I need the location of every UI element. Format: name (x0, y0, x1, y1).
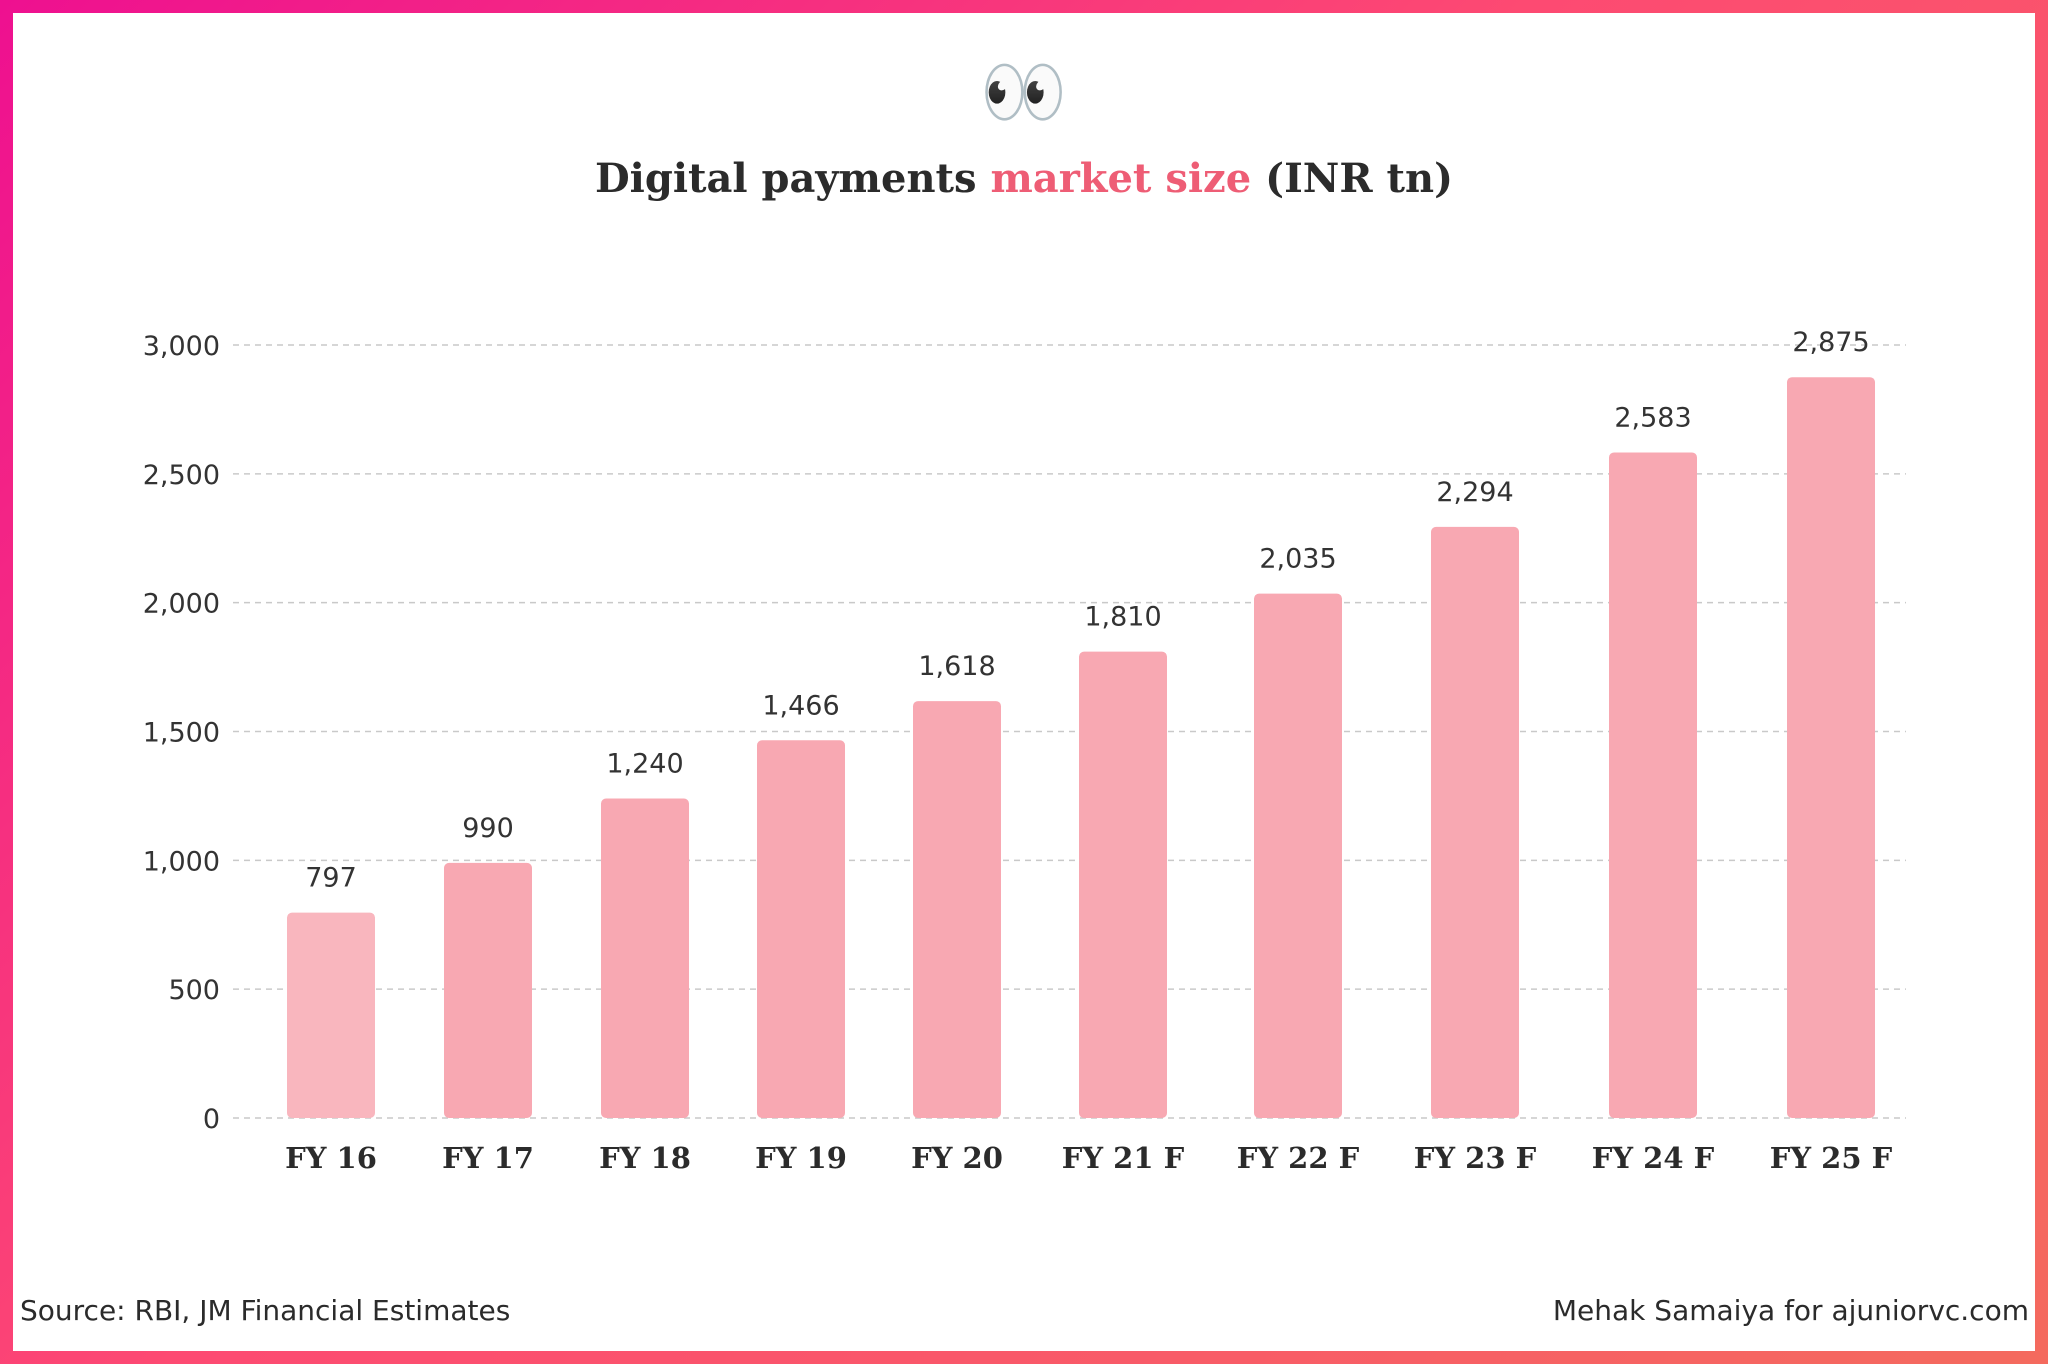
x-tick-label: FY 22 F (1237, 1141, 1360, 1175)
credit-note: Mehak Samaiya for ajuniorvc.com (1552, 1294, 2029, 1327)
title-part-3: (INR tn) (1251, 155, 1453, 202)
bar (1431, 526, 1519, 1118)
bar (757, 740, 845, 1118)
bar (287, 912, 375, 1118)
bar-value-label: 2,583 (1614, 402, 1691, 433)
x-tick-label: FY 19 (755, 1141, 847, 1175)
chart-card (13, 13, 2035, 1351)
bar-value-label: 1,240 (606, 748, 683, 779)
source-note: Source: RBI, JM Financial Estimates (20, 1294, 511, 1327)
x-tick-label: FY 25 F (1770, 1141, 1893, 1175)
x-tick-label: FY 16 (285, 1141, 377, 1175)
x-tick-label: FY 17 (442, 1141, 534, 1175)
bar (1079, 651, 1167, 1118)
bar-value-label: 1,618 (918, 651, 995, 682)
y-tick-label: 1,000 (143, 846, 220, 877)
y-tick-label: 3,000 (143, 331, 220, 362)
bar (1787, 377, 1875, 1118)
y-tick-label: 0 (203, 1104, 220, 1135)
eyes-emoji-icon: 👀 (980, 51, 1068, 133)
chart-title: Digital payments market size (INR tn) (0, 155, 2048, 202)
bar-value-label: 2,875 (1792, 327, 1869, 358)
x-tick-label: FY 24 F (1592, 1141, 1715, 1175)
title-accent: market size (990, 155, 1252, 202)
bar (1609, 452, 1697, 1118)
bar (913, 701, 1001, 1118)
bar-value-label: 2,035 (1259, 544, 1336, 575)
bar (1254, 593, 1342, 1118)
y-tick-label: 1,500 (143, 718, 220, 749)
x-tick-label: FY 23 F (1414, 1141, 1537, 1175)
y-tick-label: 2,000 (143, 589, 220, 620)
bar-value-label: 797 (305, 863, 357, 894)
bar (601, 798, 689, 1118)
bar-value-label: 1,810 (1084, 602, 1161, 633)
x-tick-label: FY 21 F (1062, 1141, 1185, 1175)
title-part-1: Digital payments (594, 155, 991, 202)
x-tick-label: FY 18 (599, 1141, 691, 1175)
y-tick-label: 500 (168, 975, 220, 1006)
bar-value-label: 1,466 (762, 690, 839, 721)
bar (444, 862, 532, 1118)
y-tick-label: 2,500 (143, 460, 220, 491)
bar-value-label: 990 (462, 813, 514, 844)
bar-value-label: 2,294 (1436, 477, 1513, 508)
x-tick-label: FY 20 (911, 1141, 1003, 1175)
